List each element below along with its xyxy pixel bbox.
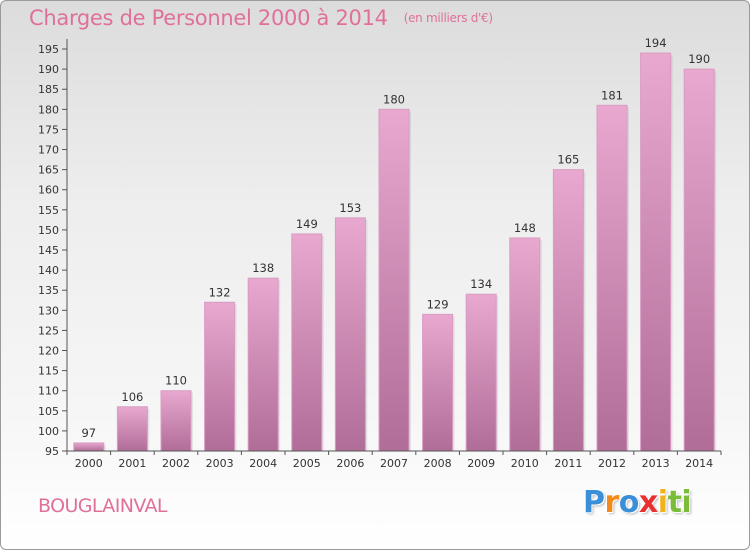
y-tick-label: 125	[38, 324, 59, 337]
logo-letter: P	[583, 485, 605, 520]
value-label: 181	[601, 88, 623, 102]
value-label: 106	[121, 390, 143, 404]
logo-letter: x	[638, 485, 658, 520]
value-label: 132	[209, 285, 231, 299]
x-tick-label: 2011	[554, 457, 582, 470]
y-tick-label: 195	[38, 43, 59, 56]
value-label: 180	[383, 92, 405, 106]
bar-2009	[465, 293, 497, 452]
x-tick-label: 2013	[642, 457, 670, 470]
value-label: 138	[252, 261, 274, 275]
y-tick-label: 160	[38, 184, 59, 197]
y-tick-label: 175	[38, 123, 59, 136]
y-tick-label: 145	[38, 244, 59, 257]
chart-subtitle: (en milliers d'€)	[403, 11, 493, 25]
y-tick-label: 105	[38, 405, 59, 418]
y-tick-label: 115	[38, 365, 59, 378]
chart-title: Charges de Personnel 2000 à 2014 (en mill…	[29, 6, 493, 30]
y-tick-label: 135	[38, 284, 59, 297]
bar-2013	[640, 52, 672, 452]
value-label: 129	[427, 297, 449, 311]
x-tick-label: 2000	[75, 457, 103, 470]
y-tick-label: 95	[45, 445, 59, 458]
value-label: 149	[296, 217, 318, 231]
bar-2008	[422, 313, 454, 452]
x-tick-label: 2012	[598, 457, 626, 470]
x-tick-label: 2003	[206, 457, 234, 470]
value-label: 97	[81, 426, 96, 440]
y-tick-label: 100	[38, 425, 59, 438]
x-tick-label: 2008	[424, 457, 452, 470]
bar-2010	[509, 237, 541, 452]
x-axis: 2000 2001 2002 2003 2004 2005 2006 2007 2008 2009…	[66, 450, 722, 470]
bar-2012	[596, 104, 628, 452]
bar-2004	[247, 277, 279, 452]
x-tick-label: 2005	[293, 457, 321, 470]
bar-2000	[73, 442, 105, 452]
y-axis: 95 100 105 110 115 120 125 130 135 140 145 150 155 16…	[38, 39, 68, 458]
commune-name: BOUGLAINVAL	[38, 495, 167, 517]
x-tick-label: 2002	[162, 457, 190, 470]
y-tick-label: 150	[38, 224, 59, 237]
y-tick-label: 180	[38, 103, 59, 116]
y-tick-label: 110	[38, 385, 59, 398]
chart-title-text: Charges de Personnel 2000 à 2014	[29, 6, 388, 30]
y-tick-label: 185	[38, 83, 59, 96]
x-tick-label: 2006	[336, 457, 364, 470]
y-tick-label: 140	[38, 264, 59, 277]
bar-2011	[552, 169, 584, 452]
logo-letter: o	[618, 485, 640, 520]
logo-letter: ti	[667, 485, 692, 520]
bar-2007	[378, 108, 410, 452]
bar-2014	[683, 68, 715, 452]
y-tick-label: 170	[38, 144, 59, 157]
y-tick-label: 165	[38, 164, 59, 177]
y-tick-label: 155	[38, 204, 59, 217]
x-tick-label: 2004	[249, 457, 277, 470]
bar-2005	[291, 233, 323, 452]
y-tick-label: 190	[38, 63, 59, 76]
bar-2003	[204, 301, 236, 452]
bar-2006	[334, 217, 366, 452]
x-tick-label: 2007	[380, 457, 408, 470]
value-label: 190	[688, 52, 710, 66]
value-label: 165	[557, 153, 579, 167]
x-tick-label: 2001	[118, 457, 146, 470]
value-label: 110	[165, 374, 187, 388]
x-tick-label: 2010	[511, 457, 539, 470]
x-tick-label: 2014	[685, 457, 713, 470]
bar-2002	[160, 390, 192, 452]
value-label: 194	[645, 36, 667, 50]
y-tick-label: 120	[38, 345, 59, 358]
logo-letter: i	[657, 485, 668, 520]
y-tick-label: 130	[38, 304, 59, 317]
value-label: 153	[339, 201, 361, 215]
value-label: 134	[470, 277, 492, 291]
bar-2001	[116, 406, 148, 452]
bar-series: 97 106 110 132 138 149 153 180 129 134 148 165 181 19…	[73, 36, 717, 452]
value-label: 148	[514, 221, 536, 235]
proxiti-logo: Proxiti	[583, 485, 692, 520]
x-tick-label: 2009	[467, 457, 495, 470]
logo-letter: r	[604, 485, 620, 520]
